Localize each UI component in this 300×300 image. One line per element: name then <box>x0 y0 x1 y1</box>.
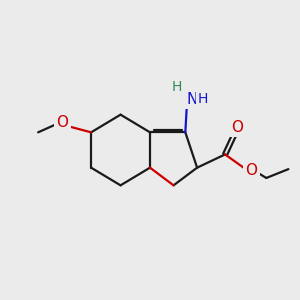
Text: H: H <box>171 80 182 94</box>
Text: O: O <box>231 119 243 134</box>
Text: N: N <box>186 92 198 107</box>
Text: O: O <box>246 163 258 178</box>
Text: H: H <box>198 92 208 106</box>
Text: O: O <box>56 115 68 130</box>
